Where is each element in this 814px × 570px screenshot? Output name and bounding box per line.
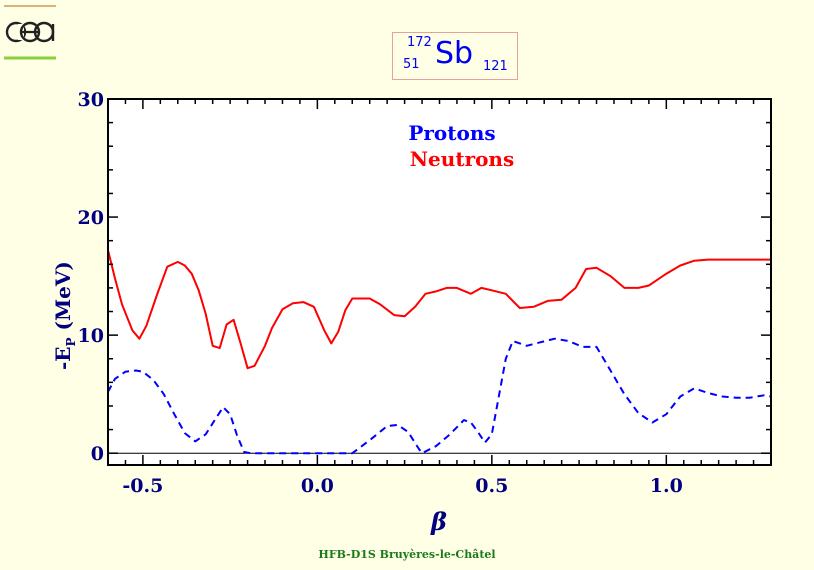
x-tick-labels: -0.5 0.0 0.5 1.0 bbox=[122, 475, 682, 497]
x-tick-label: 1.0 bbox=[650, 475, 683, 497]
nucleus-label: 172 51 Sb 121 bbox=[392, 32, 518, 80]
y-tick-labels: 0 10 20 30 bbox=[78, 89, 104, 465]
x-axis-label: β bbox=[430, 507, 447, 536]
y-tick-label: 20 bbox=[78, 207, 104, 229]
cea-logo bbox=[2, 4, 58, 60]
footer-credit: HFB-D1S Bruyères-le-Châtel bbox=[318, 548, 496, 561]
legend-protons: Protons bbox=[408, 121, 495, 145]
series-protons-line bbox=[107, 337, 772, 455]
y-axis-label: -EP (MeV) bbox=[51, 261, 78, 370]
series-neutrons-line bbox=[107, 249, 771, 370]
series-group bbox=[107, 249, 772, 455]
neutron-number: 121 bbox=[483, 59, 508, 74]
mass-number: 172 bbox=[407, 35, 432, 50]
y-tick-label: 0 bbox=[91, 443, 104, 465]
axis-ticks bbox=[107, 98, 772, 465]
plot-area bbox=[108, 99, 771, 465]
x-tick-label: -0.5 bbox=[122, 475, 163, 497]
x-tick-label: 0.0 bbox=[301, 475, 334, 497]
element-symbol: Sb bbox=[435, 36, 474, 71]
potential-energy-chart: -0.5 0.0 0.5 1.0 0 10 20 30 -EP (MeV) β Proton… bbox=[51, 89, 772, 536]
atomic-number: 51 bbox=[403, 57, 420, 72]
y-tick-label: 30 bbox=[78, 89, 104, 111]
x-tick-label: 0.5 bbox=[475, 475, 508, 497]
legend-neutrons: Neutrons bbox=[410, 147, 514, 171]
y-tick-label: 10 bbox=[78, 325, 104, 347]
